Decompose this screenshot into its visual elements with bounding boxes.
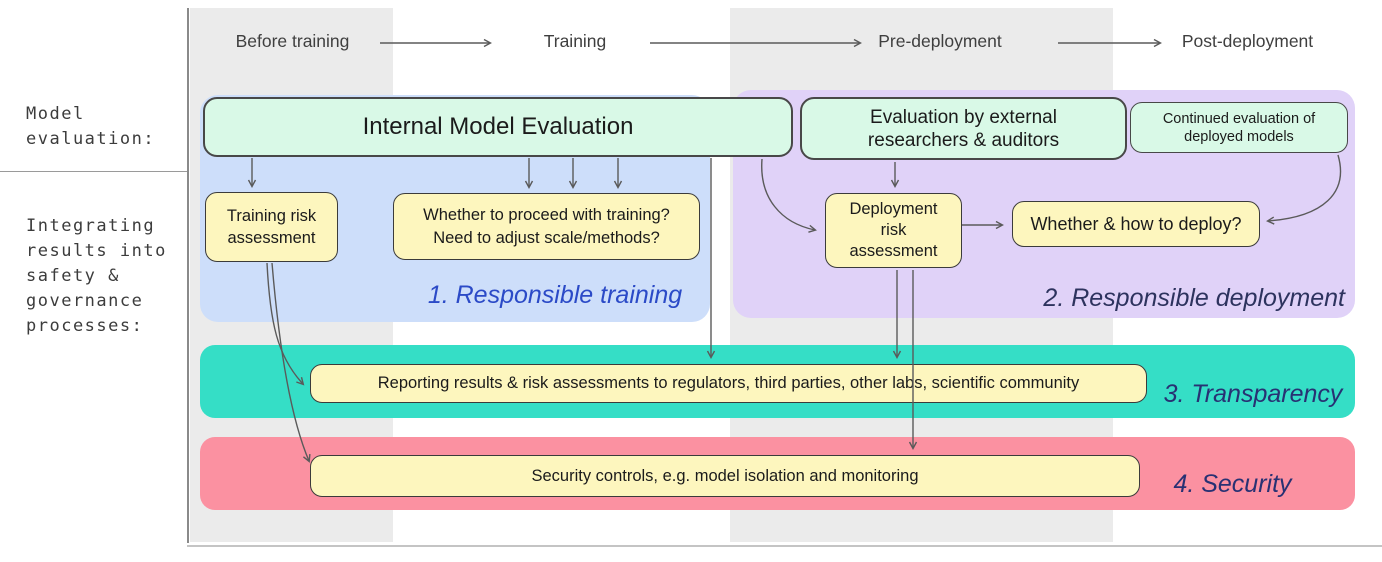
label-transparency: 3. Transparency [1163,380,1343,408]
node-continued-evaluation: Continued evaluation of deployed models [1130,102,1348,153]
diagram-bottom-border [187,545,1382,547]
stage-before-training: Before training [235,31,350,51]
model-evaluation-row-label: Model evaluation: [26,104,156,149]
sidebar-vertical-divider [187,8,189,543]
node-internal-model-evaluation: Internal Model Evaluation [203,97,793,157]
node-security-controls: Security controls, e.g. model isolation … [310,455,1140,497]
stage-post-deployment: Post-deployment [1181,31,1314,51]
node-reporting-results: Reporting results & risk assessments to … [310,364,1147,403]
label-security: 4. Security [1173,470,1292,498]
node-deploy-decision: Whether & how to deploy? [1012,201,1260,247]
stage-pre-deployment: Pre-deployment [878,31,1002,51]
integrating-results-row-label: Integrating results into safety & govern… [26,216,167,336]
label-responsible-training: 1. Responsible training [427,281,683,309]
sidebar-horizontal-divider [0,171,187,172]
node-proceed-with-training-decision: Whether to proceed with training? Need t… [393,193,700,260]
stage-training: Training [543,31,607,51]
node-training-risk-assessment: Training risk assessment [205,192,338,262]
label-responsible-deployment: 2. Responsible deployment [1043,284,1345,312]
node-external-evaluation: Evaluation by external researchers & aud… [800,97,1127,160]
node-deployment-risk-assessment: Deployment risk assessment [825,193,962,268]
